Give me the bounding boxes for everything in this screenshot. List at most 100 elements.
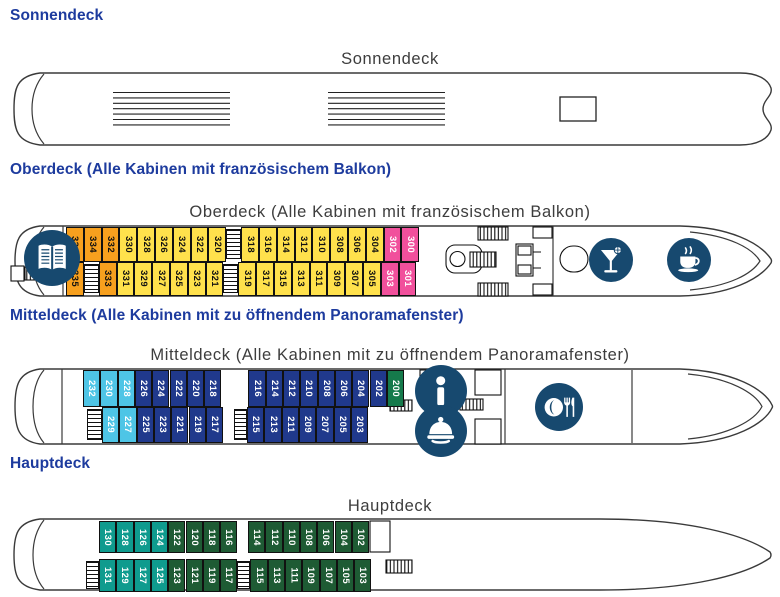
cabin-301[interactable]: 301 [398, 261, 417, 296]
cabin-311[interactable]: 311 [309, 261, 328, 296]
cabin-122[interactable]: 122 [168, 521, 186, 553]
cabin-216[interactable]: 216 [248, 370, 266, 407]
cabin-334[interactable]: 334 [83, 227, 102, 262]
cabin-119[interactable]: 119 [202, 559, 221, 592]
cabin-330[interactable]: 330 [119, 227, 138, 262]
cabin-314[interactable]: 314 [276, 227, 295, 262]
cabin-324[interactable]: 324 [172, 227, 191, 262]
cabin-307[interactable]: 307 [345, 261, 363, 296]
cabin-131[interactable]: 131 [99, 559, 117, 592]
cabin-222[interactable]: 222 [169, 370, 187, 407]
cabin-331[interactable]: 331 [116, 261, 135, 296]
cabin-120[interactable]: 120 [185, 521, 203, 553]
cabin-202[interactable]: 202 [369, 370, 387, 407]
cabin-325[interactable]: 325 [170, 261, 188, 296]
cabin-127[interactable]: 127 [133, 559, 151, 592]
cabin-number-label: 332 [105, 235, 116, 253]
cabin-107[interactable]: 107 [319, 559, 337, 592]
cabin-200[interactable]: 200 [386, 370, 405, 407]
cabin-320[interactable]: 320 [208, 227, 227, 262]
cabin-329[interactable]: 329 [134, 261, 153, 296]
cabin-115[interactable]: 115 [250, 559, 268, 592]
cabin-124[interactable]: 124 [150, 521, 169, 553]
cabin-218[interactable]: 218 [204, 370, 222, 407]
cabin-108[interactable]: 108 [299, 521, 318, 553]
cabin-327[interactable]: 327 [152, 261, 170, 296]
cabin-303[interactable]: 303 [380, 261, 399, 296]
cabin-302[interactable]: 302 [383, 227, 402, 262]
cabin-321[interactable]: 321 [205, 261, 224, 296]
cabin-106[interactable]: 106 [317, 521, 335, 553]
cabin-309[interactable]: 309 [327, 261, 346, 296]
cabin-312[interactable]: 312 [294, 227, 313, 262]
cabin-109[interactable]: 109 [302, 559, 320, 592]
cabin-219[interactable]: 219 [188, 406, 206, 443]
cabin-316[interactable]: 316 [259, 227, 277, 262]
cabin-208[interactable]: 208 [317, 370, 335, 407]
cabin-214[interactable]: 214 [265, 370, 283, 407]
cabin-206[interactable]: 206 [334, 370, 353, 407]
cabin-number-label: 301 [402, 270, 413, 288]
cabin-125[interactable]: 125 [150, 559, 169, 592]
cabin-332[interactable]: 332 [101, 227, 120, 262]
cabin-102[interactable]: 102 [351, 521, 370, 553]
cabin-323[interactable]: 323 [187, 261, 206, 296]
cabin-313[interactable]: 313 [291, 261, 310, 296]
cabin-227[interactable]: 227 [119, 406, 137, 443]
cabin-123[interactable]: 123 [168, 559, 186, 592]
cabin-203[interactable]: 203 [350, 406, 369, 443]
cabin-212[interactable]: 212 [283, 370, 301, 407]
cabin-328[interactable]: 328 [137, 227, 155, 262]
cabin-118[interactable]: 118 [202, 521, 221, 553]
cabin-112[interactable]: 112 [265, 521, 283, 553]
cabin-130[interactable]: 130 [99, 521, 117, 553]
cabin-229[interactable]: 229 [102, 406, 120, 443]
cabin-110[interactable]: 110 [282, 521, 300, 553]
cabin-333[interactable]: 333 [98, 261, 117, 296]
cabin-number-label: 227 [122, 416, 134, 434]
cabin-114[interactable]: 114 [248, 521, 266, 553]
cabin-113[interactable]: 113 [267, 559, 285, 592]
cabin-116[interactable]: 116 [220, 521, 238, 553]
cabin-number-label: 230 [103, 379, 115, 397]
cabin-225[interactable]: 225 [136, 406, 154, 443]
cabin-213[interactable]: 213 [264, 406, 282, 443]
cabin-117[interactable]: 117 [220, 559, 238, 592]
cabin-211[interactable]: 211 [281, 406, 299, 443]
cabin-128[interactable]: 128 [116, 521, 134, 553]
cabin-226[interactable]: 226 [134, 370, 153, 407]
cabin-205[interactable]: 205 [333, 406, 351, 443]
cabin-318[interactable]: 318 [241, 227, 259, 262]
cabin-305[interactable]: 305 [363, 261, 381, 296]
cabin-129[interactable]: 129 [116, 559, 134, 592]
cabin-207[interactable]: 207 [316, 406, 334, 443]
cabin-232[interactable]: 232 [83, 370, 101, 407]
cabin-304[interactable]: 304 [365, 227, 384, 262]
cabin-111[interactable]: 111 [285, 559, 303, 592]
cabin-105[interactable]: 105 [336, 559, 355, 592]
cabin-315[interactable]: 315 [274, 261, 292, 296]
cabin-103[interactable]: 103 [354, 559, 372, 592]
cabin-126[interactable]: 126 [133, 521, 151, 553]
cabin-310[interactable]: 310 [312, 227, 331, 262]
cabin-220[interactable]: 220 [186, 370, 205, 407]
cabin-215[interactable]: 215 [247, 406, 265, 443]
cabin-326[interactable]: 326 [155, 227, 173, 262]
cabin-317[interactable]: 317 [256, 261, 274, 296]
cabin-121[interactable]: 121 [185, 559, 203, 592]
cabin-104[interactable]: 104 [334, 521, 352, 553]
cabin-221[interactable]: 221 [171, 406, 189, 443]
cabin-217[interactable]: 217 [205, 406, 224, 443]
cabin-209[interactable]: 209 [299, 406, 317, 443]
cabin-210[interactable]: 210 [300, 370, 318, 407]
cabin-228[interactable]: 228 [117, 370, 135, 407]
cabin-300[interactable]: 300 [401, 227, 420, 262]
cabin-306[interactable]: 306 [348, 227, 366, 262]
cabin-224[interactable]: 224 [152, 370, 170, 407]
cabin-322[interactable]: 322 [190, 227, 209, 262]
cabin-204[interactable]: 204 [352, 370, 370, 407]
cabin-223[interactable]: 223 [153, 406, 172, 443]
cabin-308[interactable]: 308 [330, 227, 348, 262]
cabin-230[interactable]: 230 [100, 370, 118, 407]
cabin-319[interactable]: 319 [238, 261, 257, 296]
